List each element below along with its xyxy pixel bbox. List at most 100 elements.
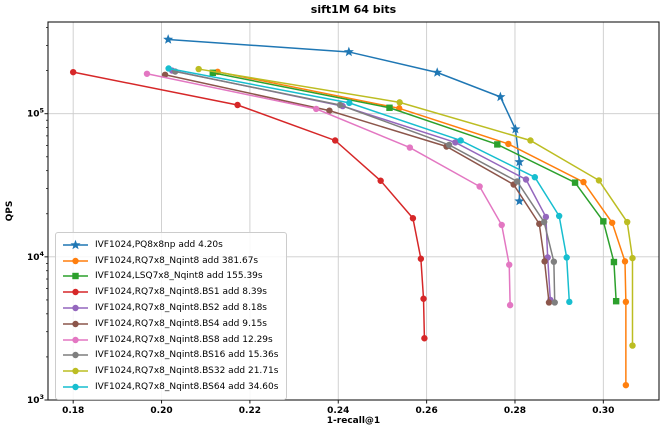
circle-marker-icon <box>72 304 79 312</box>
x-tick-label: 0.30 <box>592 406 614 416</box>
series-1 <box>163 34 525 206</box>
data-point-marker <box>165 65 172 72</box>
x-tick-label: 0.18 <box>62 406 84 416</box>
circle-marker-icon <box>72 336 79 343</box>
data-point-marker <box>377 177 384 184</box>
legend-item: IVF1024,RQ7x8_Nqint8.BS32 add 21.71s <box>62 363 278 379</box>
legend-item: IVF1024,RQ7x8_Nqint8.BS8 add 12.29s <box>62 332 278 348</box>
data-point-marker <box>550 258 558 265</box>
series-7 <box>143 70 514 309</box>
data-point-marker <box>494 141 501 148</box>
legend-marker-sample <box>63 304 88 312</box>
data-point-marker <box>551 299 558 306</box>
data-point-marker <box>531 174 539 181</box>
series-10 <box>165 65 573 306</box>
y-tick-label: 105 <box>27 107 45 120</box>
data-point-marker <box>506 261 513 268</box>
data-point-marker <box>343 46 354 57</box>
legend-item: IVF1024,PQ8x8np add 4.20s <box>62 237 278 253</box>
data-point-marker <box>514 195 525 206</box>
data-point-marker <box>476 183 483 190</box>
circle-marker-icon <box>72 257 79 264</box>
legend-label: IVF1024,RQ7x8_Nqint8.BS16 add 15.36s <box>95 350 279 361</box>
x-tick-label: 0.28 <box>504 406 526 416</box>
series-3 <box>209 69 620 305</box>
data-point-marker <box>421 335 428 342</box>
data-point-marker <box>406 144 414 151</box>
plot-border <box>47 21 660 401</box>
data-point-marker <box>409 215 417 222</box>
data-point-marker <box>432 67 443 77</box>
legend-item: IVF1024,RQ7x8_Nqint8.BS16 add 15.36s <box>62 348 278 364</box>
data-point-marker <box>445 141 453 149</box>
x-tick-label: 0.26 <box>416 406 438 416</box>
legend-label: IVF1024,RQ7x8_Nqint8.BS4 add 9.15s <box>95 318 267 329</box>
legend-item: IVF1024,RQ7x8_Nqint8 add 381.67s <box>62 253 278 269</box>
data-point-marker <box>417 255 425 262</box>
data-point-marker <box>346 99 353 107</box>
data-point-marker <box>457 137 464 144</box>
data-point-marker <box>495 91 506 102</box>
data-point-marker <box>505 140 512 148</box>
y-axis-label: QPS <box>5 200 15 222</box>
data-point-marker <box>542 213 550 221</box>
data-point-marker <box>571 179 579 186</box>
circle-marker-icon <box>72 289 79 296</box>
circle-marker-icon <box>72 368 79 375</box>
y-tick-label: 104 <box>27 250 45 263</box>
x-tick-label: 0.22 <box>239 406 261 416</box>
series-line <box>73 71 426 339</box>
legend-marker-sample <box>63 289 88 296</box>
legend-marker-sample <box>63 352 88 359</box>
data-point-marker <box>143 70 151 77</box>
data-point-marker <box>622 298 630 306</box>
legend-item: IVF1024,RQ7x8_Nqint8.BS64 add 34.60s <box>62 379 278 395</box>
legend-marker-sample <box>63 239 88 250</box>
legend-label: IVF1024,RQ7x8_Nqint8.BS8 add 12.29s <box>95 334 273 345</box>
legend-label: IVF1024,RQ7x8_Nqint8.BS32 add 21.71s <box>95 366 279 377</box>
legend-label: IVF1024,RQ7x8_Nqint8.BS1 add 8.39s <box>95 287 267 298</box>
legend-label: IVF1024,RQ7x8_Nqint8.BS64 add 34.60s <box>95 382 279 393</box>
legend-item: IVF1024,RQ7x8_Nqint8.BS1 add 8.39s <box>62 284 278 300</box>
data-point-marker <box>396 99 403 106</box>
legend: IVF1024,PQ8x8np add 4.20s IVF1024,RQ7x8_N… <box>55 232 288 400</box>
data-point-marker <box>234 101 241 109</box>
data-point-marker <box>420 295 427 302</box>
data-point-marker <box>514 156 525 167</box>
x-tick-label: 0.20 <box>150 406 172 416</box>
data-point-marker <box>513 178 521 185</box>
data-point-marker <box>163 34 174 44</box>
legend-label: IVF1024,PQ8x8np add 4.20s <box>95 239 223 250</box>
legend-label: IVF1024,RQ7x8_Nqint8 add 381.67s <box>95 255 259 266</box>
circle-marker-icon <box>72 320 79 328</box>
legend-marker-sample <box>63 273 88 280</box>
data-point-marker <box>536 220 543 228</box>
data-point-marker <box>506 301 514 309</box>
circle-marker-icon <box>72 352 79 359</box>
series-line <box>217 71 627 386</box>
data-point-marker <box>336 101 344 109</box>
data-point-marker <box>326 107 333 114</box>
legend-marker-sample <box>63 336 88 343</box>
data-point-marker <box>545 299 553 306</box>
data-point-marker <box>541 258 548 265</box>
data-point-marker <box>312 105 320 113</box>
square-marker-icon <box>72 273 79 280</box>
data-point-marker <box>69 68 77 76</box>
y-tick-label: 103 <box>27 393 44 406</box>
circle-marker-icon <box>72 383 79 391</box>
legend-marker-sample <box>63 257 88 264</box>
data-point-marker <box>600 218 607 225</box>
chart-title: sift1M 64 bits <box>310 3 397 16</box>
legend-marker-sample <box>63 368 88 375</box>
data-point-marker <box>195 65 202 73</box>
data-point-marker <box>527 137 534 144</box>
data-point-marker <box>566 298 573 306</box>
data-point-marker <box>610 258 618 266</box>
data-point-marker <box>161 71 169 78</box>
data-point-marker <box>452 139 459 146</box>
x-tick-label: 0.24 <box>327 406 349 416</box>
data-point-marker <box>595 177 603 184</box>
